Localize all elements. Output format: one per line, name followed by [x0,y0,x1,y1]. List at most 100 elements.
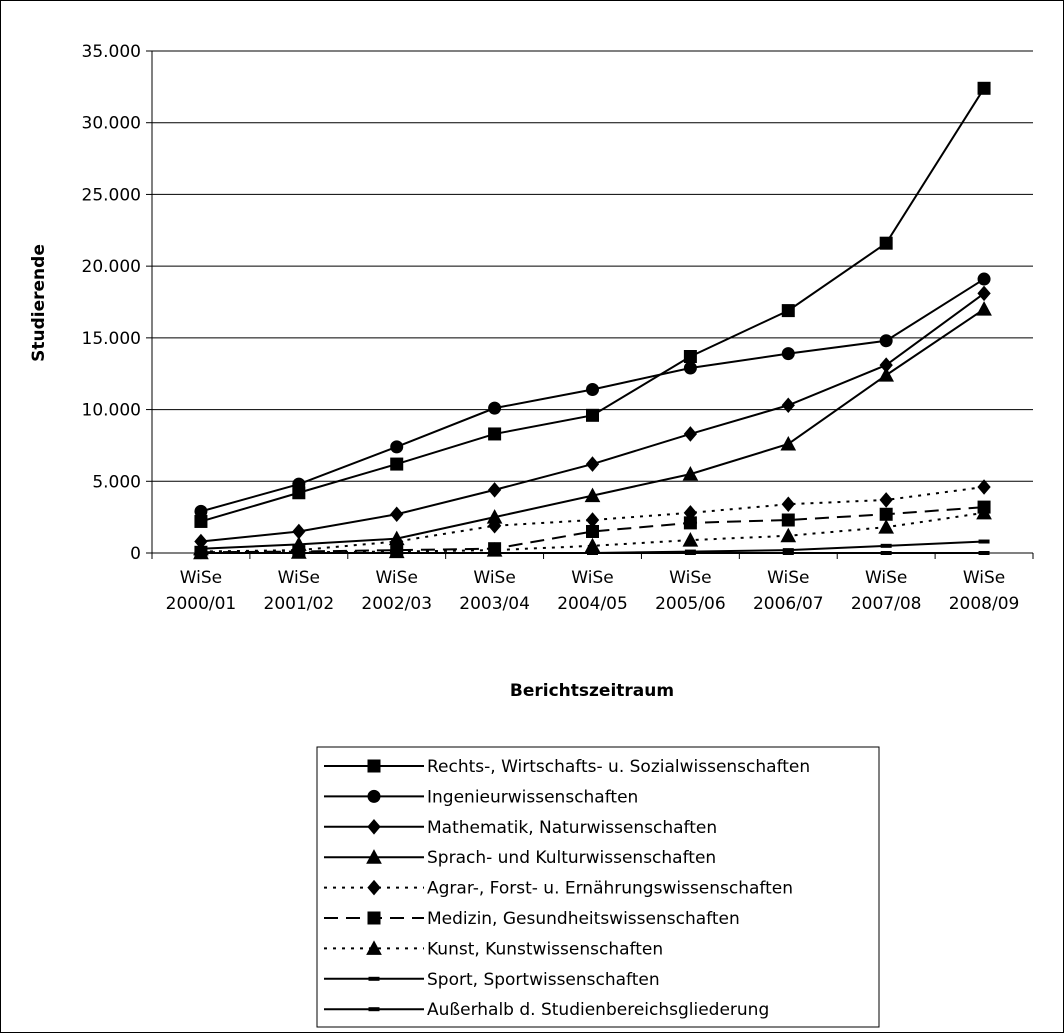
x-tick-label-5-0: WiSe [669,568,711,588]
point-1-0 [194,504,208,518]
point-2-4 [585,456,600,472]
point-4-7 [879,492,893,508]
point-2-8 [977,285,991,302]
point-8-1 [293,551,305,555]
point-1-7 [879,334,893,348]
point-6-5 [682,532,699,547]
y-tick-label-1: 5.000 [92,472,141,492]
legend-item-7: Sport, Sportwissenschaften [324,970,660,990]
point-5-7 [879,507,893,521]
point-1-3 [488,401,502,415]
y-tick-label-6: 30.000 [82,114,141,134]
legend-item-1: Ingenieurwissenschaften [324,787,638,807]
point-5-4 [586,524,599,538]
legend-marker-2 [367,819,381,835]
legend-item-4: Agrar-, Forst- u. Ernährungswissenschaft… [324,879,793,899]
point-2-2 [390,506,404,523]
x-axis-title: Berichtszeitraum [510,681,674,701]
point-1-6 [781,347,795,361]
point-1-4 [586,382,599,396]
tick-labels: 0 5.000 10.000 15.000 20.000 25.000 30.000 35.0… [82,42,1020,614]
legend-box [316,746,880,1028]
point-2-5 [683,426,698,442]
point-0-3 [488,427,502,441]
point-0-5 [683,350,697,364]
legend-marker-8 [368,1007,380,1012]
series-0 [194,81,991,528]
y-tick-label-0: 0 [130,544,141,564]
point-6-7 [878,519,895,534]
legend-label-3: Sprach- und Kulturwissenschaften [427,848,716,868]
x-tick-label-6-1: 2006/07 [753,594,824,614]
legend-item-0: Rechts-, Wirtschafts- u. Sozialwissensch… [324,757,810,777]
point-1-8 [977,272,991,286]
x-tick-label-8-0: WiSe [963,568,1005,588]
x-tick-label-1-0: WiSe [278,568,320,588]
point-8-5 [684,551,696,555]
point-8-2 [391,551,403,555]
legend-label-5: Medizin, Gesundheitswissenschaften [427,909,740,929]
x-tick-label-8-1: 2008/09 [949,594,1020,614]
legend-label-7: Sport, Sportwissenschaften [427,970,660,990]
point-5-5 [683,516,697,530]
point-0-6 [781,304,795,318]
legend-marker-7 [368,976,380,981]
point-6-8 [976,504,992,520]
x-tick-label-1-1: 2001/02 [264,594,335,614]
x-tick-label-2-1: 2002/03 [361,594,432,614]
series-1 [194,272,991,518]
x-tick-label-2-0: WiSe [376,568,418,588]
axes [146,50,1034,559]
series-2 [194,285,991,550]
legend-label-4: Agrar-, Forst- u. Ernährungswissenschaft… [427,879,793,899]
series-lines [193,81,992,560]
point-8-4 [587,551,598,555]
legend-label-6: Kunst, Kunstwissenschaften [427,939,663,959]
y-axis-title: Studierende [29,244,49,362]
legend-item-8: Außerhalb d. Studienbereichsgliederung [324,1000,769,1020]
legend-label-8: Außerhalb d. Studienbereichsgliederung [427,1000,769,1020]
series-8 [195,551,990,555]
point-8-7 [880,551,892,555]
legend-marker-1 [367,789,381,803]
legend-marker-4 [367,879,381,896]
legend-item-2: Mathematik, Naturwissenschaften [324,818,717,838]
legend-marker-6 [366,940,382,955]
point-7-8 [978,539,990,544]
x-tick-label-3-0: WiSe [473,568,515,588]
point-0-4 [586,408,599,422]
legend-item-3: Sprach- und Kulturwissenschaften [324,848,716,868]
point-1-2 [390,440,404,454]
legend: Rechts-, Wirtschafts- u. Sozialwissensch… [316,746,880,1028]
x-tick-label-5-1: 2005/06 [655,594,726,614]
point-3-4 [584,487,601,503]
point-1-5 [683,361,697,375]
point-1-1 [292,477,306,491]
legend-marker-5 [367,911,381,925]
gridlines [152,50,1033,482]
y-tick-label-3: 15.000 [82,329,141,349]
point-4-3 [487,517,502,534]
point-8-0 [195,551,207,555]
legend-item-5: Medizin, Gesundheitswissenschaften [324,909,740,929]
point-3-6 [780,435,797,451]
point-3-8 [976,301,992,316]
point-4-6 [781,496,795,513]
point-7-7 [880,543,892,548]
point-4-4 [585,512,600,528]
legend-label-2: Mathematik, Naturwissenschaften [427,818,717,838]
x-tick-label-4-0: WiSe [571,568,613,588]
point-6-6 [780,527,797,543]
x-tick-label-7-1: 2007/08 [851,594,922,614]
point-8-3 [489,551,501,555]
legend-item-6: Kunst, Kunstwissenschaften [324,939,663,959]
y-tick-label-2: 10.000 [82,401,141,421]
legend-label-0: Rechts-, Wirtschafts- u. Sozialwissensch… [427,757,810,777]
point-8-8 [978,551,990,555]
point-0-2 [390,457,404,471]
x-tick-label-6-0: WiSe [767,568,809,588]
point-5-6 [781,513,795,527]
x-tick-label-0-1: 2000/01 [166,594,237,614]
